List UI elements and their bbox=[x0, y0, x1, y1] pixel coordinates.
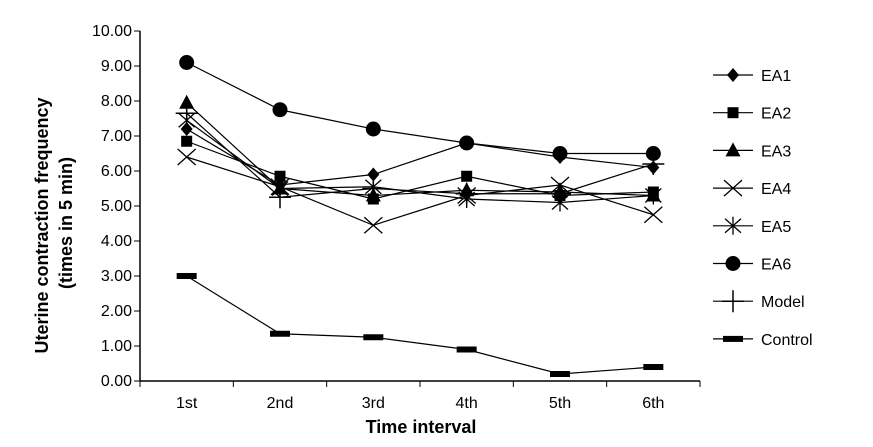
data-point-model bbox=[549, 182, 571, 205]
y-axis-title-line-2: (times in 5 min) bbox=[56, 157, 76, 289]
x-tick-label: 4th bbox=[456, 395, 478, 412]
legend-label-ea4: EA4 bbox=[761, 181, 791, 198]
x-tick-label: 3rd bbox=[362, 395, 385, 412]
data-point-ea3 bbox=[179, 94, 195, 109]
data-point-model bbox=[642, 153, 665, 175]
legend-marker-ea3 bbox=[725, 142, 741, 157]
series-line-ea5 bbox=[186, 119, 654, 204]
data-point-ea6 bbox=[365, 121, 381, 137]
data-point-model bbox=[455, 182, 478, 205]
x-tick-label: 2nd bbox=[267, 395, 294, 412]
y-tick-label: 8.00 bbox=[101, 93, 132, 110]
x-tick-label: 1st bbox=[176, 395, 198, 412]
data-point-control bbox=[363, 334, 384, 341]
x-tick-label: 5th bbox=[549, 395, 571, 412]
legend-label-ea3: EA3 bbox=[761, 143, 791, 160]
y-tick-label: 2.00 bbox=[101, 303, 132, 320]
legend-item-ea1: EA1 bbox=[713, 68, 791, 85]
data-point-control bbox=[643, 364, 664, 370]
data-point-ea6 bbox=[552, 146, 568, 161]
data-point-control bbox=[176, 273, 197, 279]
data-point-model bbox=[269, 186, 291, 209]
data-point-ea6 bbox=[179, 55, 195, 70]
series-line-control bbox=[186, 275, 654, 375]
legend-item-ea3: EA3 bbox=[713, 142, 791, 160]
legend-marker-ea4 bbox=[723, 179, 743, 197]
y-tick-label: 9.00 bbox=[101, 58, 132, 75]
series-line-ea1 bbox=[186, 128, 654, 186]
data-point-ea5 bbox=[644, 186, 662, 205]
y-tick-label: 10.00 bbox=[92, 23, 132, 40]
legend-marker-control bbox=[723, 335, 743, 342]
y-tick-label: 4.00 bbox=[101, 233, 132, 250]
data-point-control bbox=[456, 346, 477, 353]
data-point-ea4 bbox=[363, 216, 383, 234]
legend-item-ea4: EA4 bbox=[713, 179, 791, 198]
legend: EA1 EA2 EA3 EA4 EA5 EA6 Model Control bbox=[713, 68, 813, 349]
y-tick-label: 0.00 bbox=[101, 373, 132, 390]
legend-label-ea2: EA2 bbox=[761, 106, 791, 123]
series-ea1 bbox=[180, 122, 660, 192]
data-point-ea2 bbox=[274, 170, 286, 182]
legend-item-ea6: EA6 bbox=[713, 256, 791, 274]
legend-item-control: Control bbox=[713, 332, 813, 349]
legend-label-ea1: EA1 bbox=[761, 68, 791, 85]
legend-label-control: Control bbox=[761, 332, 813, 349]
legend-marker-ea5 bbox=[724, 216, 742, 235]
y-tick-label: 1.00 bbox=[101, 338, 132, 355]
data-point-ea6 bbox=[272, 102, 288, 118]
legend-label-ea6: EA6 bbox=[761, 257, 791, 274]
legend-item-ea2: EA2 bbox=[713, 106, 791, 123]
series-line-ea6 bbox=[186, 61, 654, 155]
axes: 0.00 1.00 2.00 3.00 4.00 5.00 6.00 7.00 8.00 9.00… bbox=[92, 23, 701, 412]
data-point-ea1 bbox=[367, 167, 380, 182]
series-line-ea4 bbox=[186, 156, 654, 226]
series-line-model bbox=[186, 112, 654, 198]
data-point-ea4 bbox=[643, 206, 663, 224]
data-point-control bbox=[270, 330, 290, 337]
series-line-ea3 bbox=[186, 102, 654, 197]
y-tick-label: 7.00 bbox=[101, 128, 132, 145]
data-point-ea6 bbox=[459, 135, 475, 151]
series-ea6 bbox=[179, 55, 661, 161]
series-line-ea2 bbox=[186, 140, 654, 200]
series-layer bbox=[175, 55, 665, 377]
series-model bbox=[175, 102, 665, 209]
series-ea3 bbox=[179, 94, 661, 202]
data-point-model bbox=[175, 102, 198, 125]
series-control bbox=[176, 273, 664, 377]
legend-item-model: Model bbox=[713, 290, 805, 313]
legend-label-model: Model bbox=[761, 294, 805, 311]
legend-marker-ea2 bbox=[727, 107, 739, 119]
legend-item-ea5: EA5 bbox=[713, 216, 791, 236]
legend-marker-ea1 bbox=[727, 68, 739, 82]
x-tick-label: 6th bbox=[642, 395, 664, 412]
legend-label-ea5: EA5 bbox=[761, 219, 791, 236]
data-point-control bbox=[550, 371, 570, 377]
x-axis-title: Time interval bbox=[366, 417, 477, 437]
y-axis-title: Uterine contraction frequency (times in … bbox=[32, 92, 76, 353]
legend-marker-model bbox=[722, 290, 744, 313]
y-tick-label: 3.00 bbox=[101, 268, 132, 285]
data-point-ea2 bbox=[181, 135, 193, 147]
data-point-ea2 bbox=[461, 170, 473, 182]
y-tick-label: 5.00 bbox=[101, 198, 132, 215]
data-point-ea4 bbox=[177, 148, 197, 166]
y-tick-label: 6.00 bbox=[101, 163, 132, 180]
data-point-model bbox=[362, 177, 385, 200]
legend-marker-ea6 bbox=[725, 256, 741, 271]
y-axis-title-line-1: Uterine contraction frequency bbox=[32, 97, 52, 353]
